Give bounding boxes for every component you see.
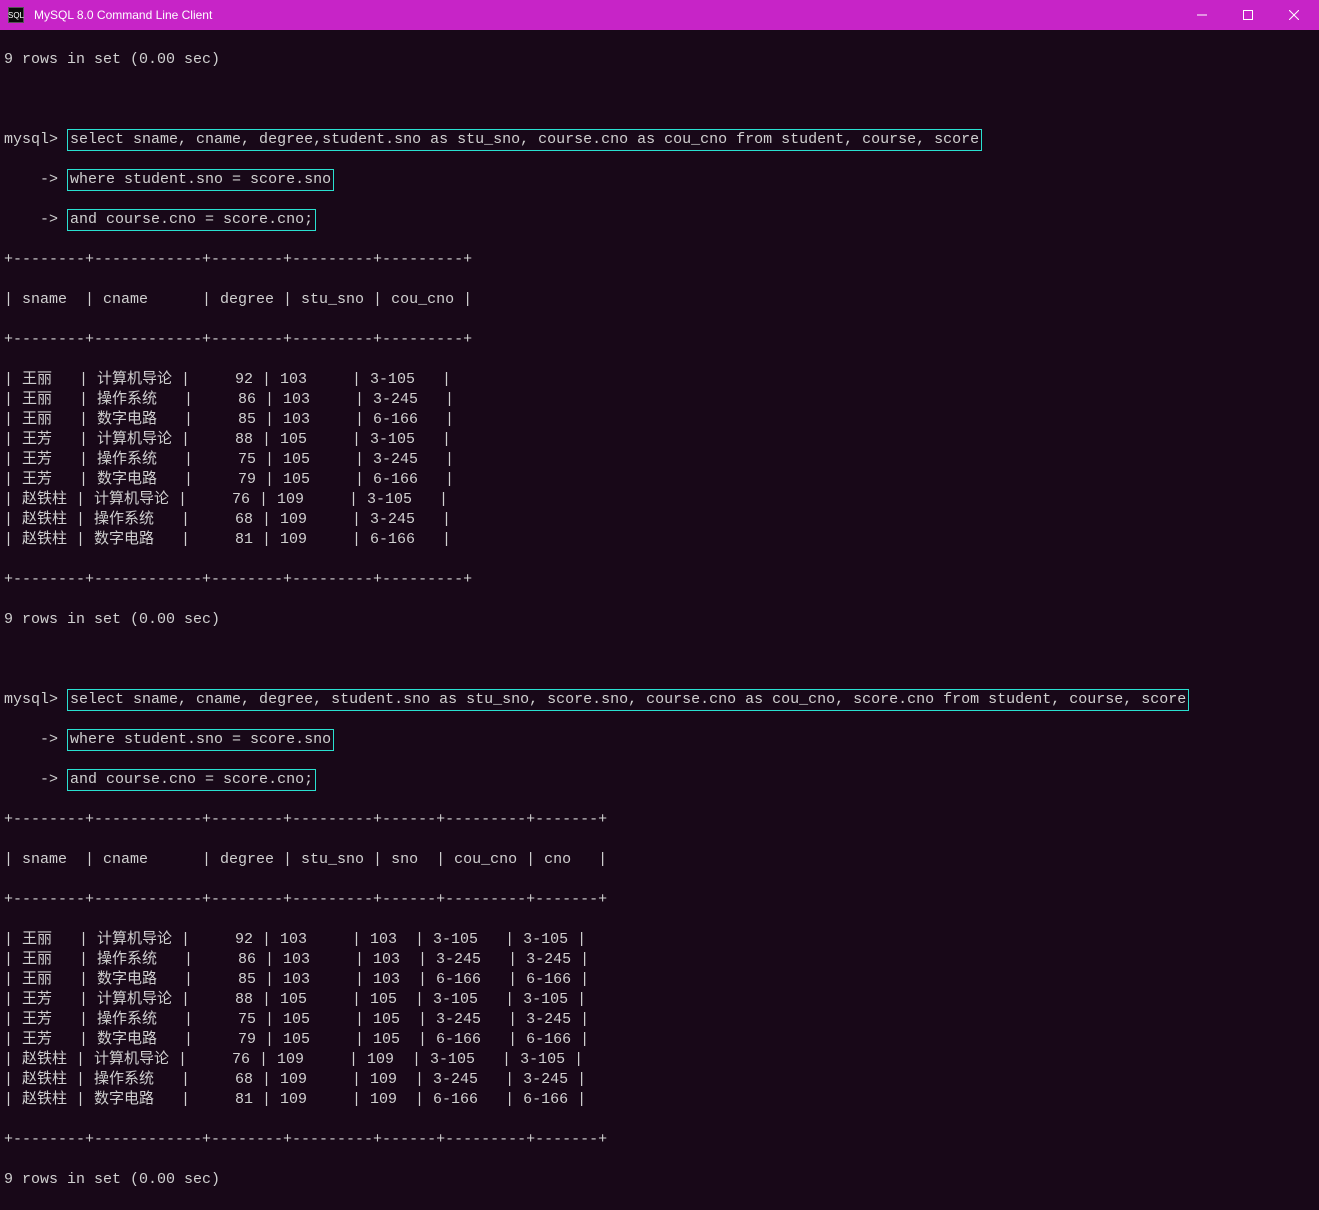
table-row: | 王芳 | 计算机导论 | 88 | 105 | 3-105 | — [4, 430, 1315, 450]
table-row: | 王芳 | 数字电路 | 79 | 105 | 105 | 6-166 | 6… — [4, 1030, 1315, 1050]
table-row: | 王丽 | 操作系统 | 86 | 103 | 3-245 | — [4, 390, 1315, 410]
query-line: -> and course.cno = score.cno; — [4, 210, 1315, 230]
prompt-cont: -> — [4, 731, 58, 748]
table-row: | 赵铁柱 | 数字电路 | 81 | 109 | 109 | 6-166 | … — [4, 1090, 1315, 1110]
prompt: mysql> — [4, 691, 58, 708]
query-line: -> and course.cno = score.cno; — [4, 770, 1315, 790]
highlighted-query: select sname, cname, degree, student.sno… — [67, 689, 1189, 711]
window-title: MySQL 8.0 Command Line Client — [30, 8, 1179, 22]
table-row: | 王丽 | 数字电路 | 85 | 103 | 6-166 | — [4, 410, 1315, 430]
query-line: mysql> select sname, cname, degree,stude… — [4, 130, 1315, 150]
table-row: | 赵铁柱 | 操作系统 | 68 | 109 | 109 | 3-245 | … — [4, 1070, 1315, 1090]
table-header: | sname | cname | degree | stu_sno | cou… — [4, 290, 1315, 310]
query-line: mysql> select sname, cname, degree, stud… — [4, 690, 1315, 710]
query-line: -> where student.sno = score.sno — [4, 730, 1315, 750]
highlighted-query: and course.cno = score.cno; — [67, 769, 316, 791]
blank-line — [4, 650, 1315, 670]
close-icon — [1289, 10, 1299, 20]
table-row: | 王丽 | 操作系统 | 86 | 103 | 103 | 3-245 | 3… — [4, 950, 1315, 970]
table-row: | 王芳 | 操作系统 | 75 | 105 | 105 | 3-245 | 3… — [4, 1010, 1315, 1030]
status-line: 9 rows in set (0.00 sec) — [4, 50, 1315, 70]
table-sep: +--------+------------+--------+--------… — [4, 810, 1315, 830]
table-row: | 赵铁柱 | 数字电路 | 81 | 109 | 6-166 | — [4, 530, 1315, 550]
query-line: -> where student.sno = score.sno — [4, 170, 1315, 190]
maximize-button[interactable] — [1225, 0, 1271, 30]
prompt-cont: -> — [4, 211, 58, 228]
table-row: | 王芳 | 操作系统 | 75 | 105 | 3-245 | — [4, 450, 1315, 470]
table-row: | 王丽 | 数字电路 | 85 | 103 | 103 | 6-166 | 6… — [4, 970, 1315, 990]
minimize-icon — [1197, 10, 1207, 20]
status-line: 9 rows in set (0.00 sec) — [4, 610, 1315, 630]
table-sep: +--------+------------+--------+--------… — [4, 890, 1315, 910]
table-row: | 王丽 | 计算机导论 | 92 | 103 | 103 | 3-105 | … — [4, 930, 1315, 950]
highlighted-query: and course.cno = score.cno; — [67, 209, 316, 231]
table-row: | 赵铁柱 | 计算机导论 | 76 | 109 | 3-105 | — [4, 490, 1315, 510]
terminal-output[interactable]: 9 rows in set (0.00 sec) mysql> select s… — [0, 30, 1319, 1210]
highlighted-query: select sname, cname, degree,student.sno … — [67, 129, 982, 151]
title-bar[interactable]: SQL MySQL 8.0 Command Line Client — [0, 0, 1319, 30]
prompt-cont: -> — [4, 171, 58, 188]
table-header: | sname | cname | degree | stu_sno | sno… — [4, 850, 1315, 870]
maximize-icon — [1243, 10, 1253, 20]
prompt-cont: -> — [4, 771, 58, 788]
table-row: | 王芳 | 计算机导论 | 88 | 105 | 105 | 3-105 | … — [4, 990, 1315, 1010]
prompt: mysql> — [4, 131, 58, 148]
table-row: | 赵铁柱 | 操作系统 | 68 | 109 | 3-245 | — [4, 510, 1315, 530]
table-row: | 王芳 | 数字电路 | 79 | 105 | 6-166 | — [4, 470, 1315, 490]
highlighted-query: where student.sno = score.sno — [67, 169, 334, 191]
table-sep: +--------+------------+--------+--------… — [4, 1130, 1315, 1150]
table-row: | 赵铁柱 | 计算机导论 | 76 | 109 | 109 | 3-105 |… — [4, 1050, 1315, 1070]
table-sep: +--------+------------+--------+--------… — [4, 570, 1315, 590]
table-sep: +--------+------------+--------+--------… — [4, 250, 1315, 270]
minimize-button[interactable] — [1179, 0, 1225, 30]
app-icon: SQL — [8, 7, 24, 23]
table-sep: +--------+------------+--------+--------… — [4, 330, 1315, 350]
table-row: | 王丽 | 计算机导论 | 92 | 103 | 3-105 | — [4, 370, 1315, 390]
blank-line — [4, 90, 1315, 110]
close-button[interactable] — [1271, 0, 1317, 30]
status-line: 9 rows in set (0.00 sec) — [4, 1170, 1315, 1190]
highlighted-query: where student.sno = score.sno — [67, 729, 334, 751]
